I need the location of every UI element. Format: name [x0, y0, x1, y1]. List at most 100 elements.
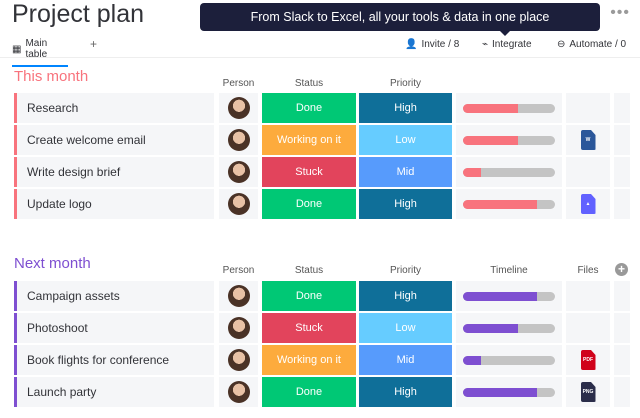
timeline-cell[interactable]	[456, 281, 562, 311]
item-name[interactable]: Launch party	[14, 377, 214, 407]
avatar	[227, 317, 250, 339]
table-row: Photoshoot Stuck Low	[14, 313, 634, 343]
status-badge[interactable]: Done	[262, 377, 356, 407]
timeline-cell[interactable]	[456, 93, 562, 123]
person-cell[interactable]	[219, 189, 258, 219]
person-add-icon: 👤	[405, 39, 418, 50]
invite-label: Invite / 8	[421, 39, 460, 50]
avatar	[227, 285, 250, 307]
timeline-cell[interactable]	[456, 313, 562, 343]
files-cell[interactable]	[566, 313, 610, 343]
status-badge[interactable]: Stuck	[262, 157, 356, 187]
timeline-cell[interactable]	[456, 125, 562, 155]
priority-badge[interactable]: High	[359, 377, 452, 407]
table-row: Research Done High	[14, 93, 634, 123]
file-icon[interactable]: PNG	[580, 382, 596, 402]
timeline-cell[interactable]	[456, 345, 562, 375]
table-row: Create welcome email Working on it Low W	[14, 125, 634, 155]
files-cell[interactable]	[566, 157, 610, 187]
timeline-cell[interactable]	[456, 157, 562, 187]
item-name[interactable]: Write design brief	[14, 157, 214, 187]
priority-badge[interactable]: Mid	[359, 157, 452, 187]
person-cell[interactable]	[219, 377, 258, 407]
file-icon[interactable]: ▲	[580, 194, 596, 214]
status-badge[interactable]: Working on it	[262, 345, 356, 375]
timeline-fill	[463, 291, 537, 301]
more-dots-icon[interactable]: •••	[610, 4, 630, 21]
automate-button[interactable]: ⊖ Automate / 0	[557, 39, 626, 50]
status-badge[interactable]: Done	[262, 281, 356, 311]
person-cell[interactable]	[219, 345, 258, 375]
empty-cell	[614, 377, 630, 407]
status-badge[interactable]: Done	[262, 189, 356, 219]
timeline-fill	[463, 387, 537, 397]
files-cell[interactable]	[566, 93, 610, 123]
item-name[interactable]: Book flights for conference	[14, 345, 214, 375]
priority-badge[interactable]: Low	[359, 313, 452, 343]
column-header-person[interactable]: Person	[222, 265, 255, 276]
timeline-bar	[463, 291, 555, 301]
priority-badge[interactable]: Mid	[359, 345, 452, 375]
files-cell[interactable]	[566, 281, 610, 311]
timeline-fill	[463, 355, 482, 365]
files-cell[interactable]: W	[566, 125, 610, 155]
add-column-icon[interactable]: +	[615, 263, 628, 276]
item-name[interactable]: Create welcome email	[14, 125, 214, 155]
table-row: Book flights for conference Working on i…	[14, 345, 634, 375]
status-badge[interactable]: Done	[262, 93, 356, 123]
file-icon[interactable]: PDF	[580, 350, 596, 370]
item-name[interactable]: Update logo	[14, 189, 214, 219]
table-row: Campaign assets Done High	[14, 281, 634, 311]
table-row: Update logo Done High ▲	[14, 189, 634, 219]
empty-cell	[614, 125, 630, 155]
avatar	[227, 129, 250, 151]
item-name[interactable]: Photoshoot	[14, 313, 214, 343]
add-view-button[interactable]: +	[90, 37, 98, 51]
status-badge[interactable]: Stuck	[262, 313, 356, 343]
timeline-bar	[463, 323, 555, 333]
person-cell[interactable]	[219, 125, 258, 155]
empty-cell	[614, 281, 630, 311]
files-cell[interactable]: PNG	[566, 377, 610, 407]
priority-badge[interactable]: Low	[359, 125, 452, 155]
timeline-bar	[463, 167, 555, 177]
person-cell[interactable]	[219, 93, 258, 123]
integrate-button[interactable]: ⌁ Integrate	[482, 39, 532, 50]
empty-cell	[614, 93, 630, 123]
file-icon[interactable]: W	[580, 130, 596, 150]
column-header-files[interactable]: Files	[577, 265, 599, 276]
group-title[interactable]: Next month	[14, 255, 91, 272]
tab-main-table[interactable]: ▦ Main table	[12, 38, 68, 67]
invite-button[interactable]: 👤 Invite / 8	[405, 39, 459, 50]
column-header-person[interactable]: Person	[222, 78, 255, 89]
priority-badge[interactable]: High	[359, 93, 452, 123]
timeline-fill	[463, 135, 519, 145]
column-header-priority[interactable]: Priority	[389, 78, 422, 89]
item-name[interactable]: Research	[14, 93, 214, 123]
column-header-timeline[interactable]: Timeline	[490, 265, 528, 276]
priority-badge[interactable]: High	[359, 189, 452, 219]
person-cell[interactable]	[219, 157, 258, 187]
timeline-bar	[463, 135, 555, 145]
status-badge[interactable]: Working on it	[262, 125, 356, 155]
robot-icon: ⊖	[557, 39, 566, 50]
timeline-cell[interactable]	[456, 189, 562, 219]
column-header-status[interactable]: Status	[294, 265, 324, 276]
files-cell[interactable]: PDF	[566, 345, 610, 375]
timeline-bar	[463, 355, 555, 365]
files-cell[interactable]: ▲	[566, 189, 610, 219]
table-row: Launch party Done High PNG	[14, 377, 634, 407]
timeline-cell[interactable]	[456, 377, 562, 407]
item-name[interactable]: Campaign assets	[14, 281, 214, 311]
avatar	[227, 381, 250, 403]
column-header-priority[interactable]: Priority	[389, 265, 422, 276]
priority-badge[interactable]: High	[359, 281, 452, 311]
group-title[interactable]: This month	[14, 68, 89, 85]
person-cell[interactable]	[219, 313, 258, 343]
person-cell[interactable]	[219, 281, 258, 311]
empty-cell	[614, 313, 630, 343]
column-header-status[interactable]: Status	[294, 78, 324, 89]
avatar	[227, 349, 250, 371]
plug-icon: ⌁	[482, 39, 489, 50]
avatar	[227, 97, 250, 119]
